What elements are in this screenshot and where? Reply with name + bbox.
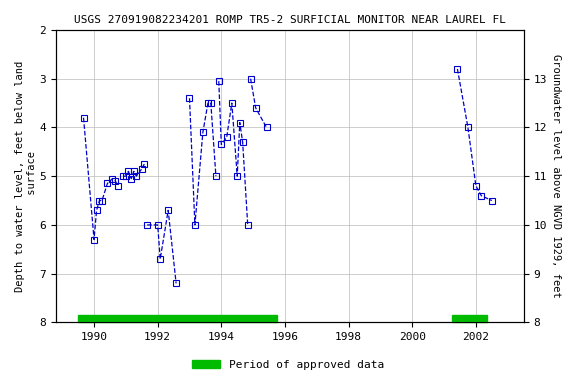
Bar: [452, 315, 487, 323]
Bar: [78, 315, 277, 323]
Title: USGS 270919082234201 ROMP TR5-2 SURFICIAL MONITOR NEAR LAUREL FL: USGS 270919082234201 ROMP TR5-2 SURFICIA…: [74, 15, 506, 25]
Legend: Period of approved data: Period of approved data: [188, 356, 388, 375]
Y-axis label: Depth to water level, feet below land
 surface: Depth to water level, feet below land su…: [15, 61, 37, 292]
Y-axis label: Groundwater level above NGVD 1929, feet: Groundwater level above NGVD 1929, feet: [551, 54, 561, 298]
